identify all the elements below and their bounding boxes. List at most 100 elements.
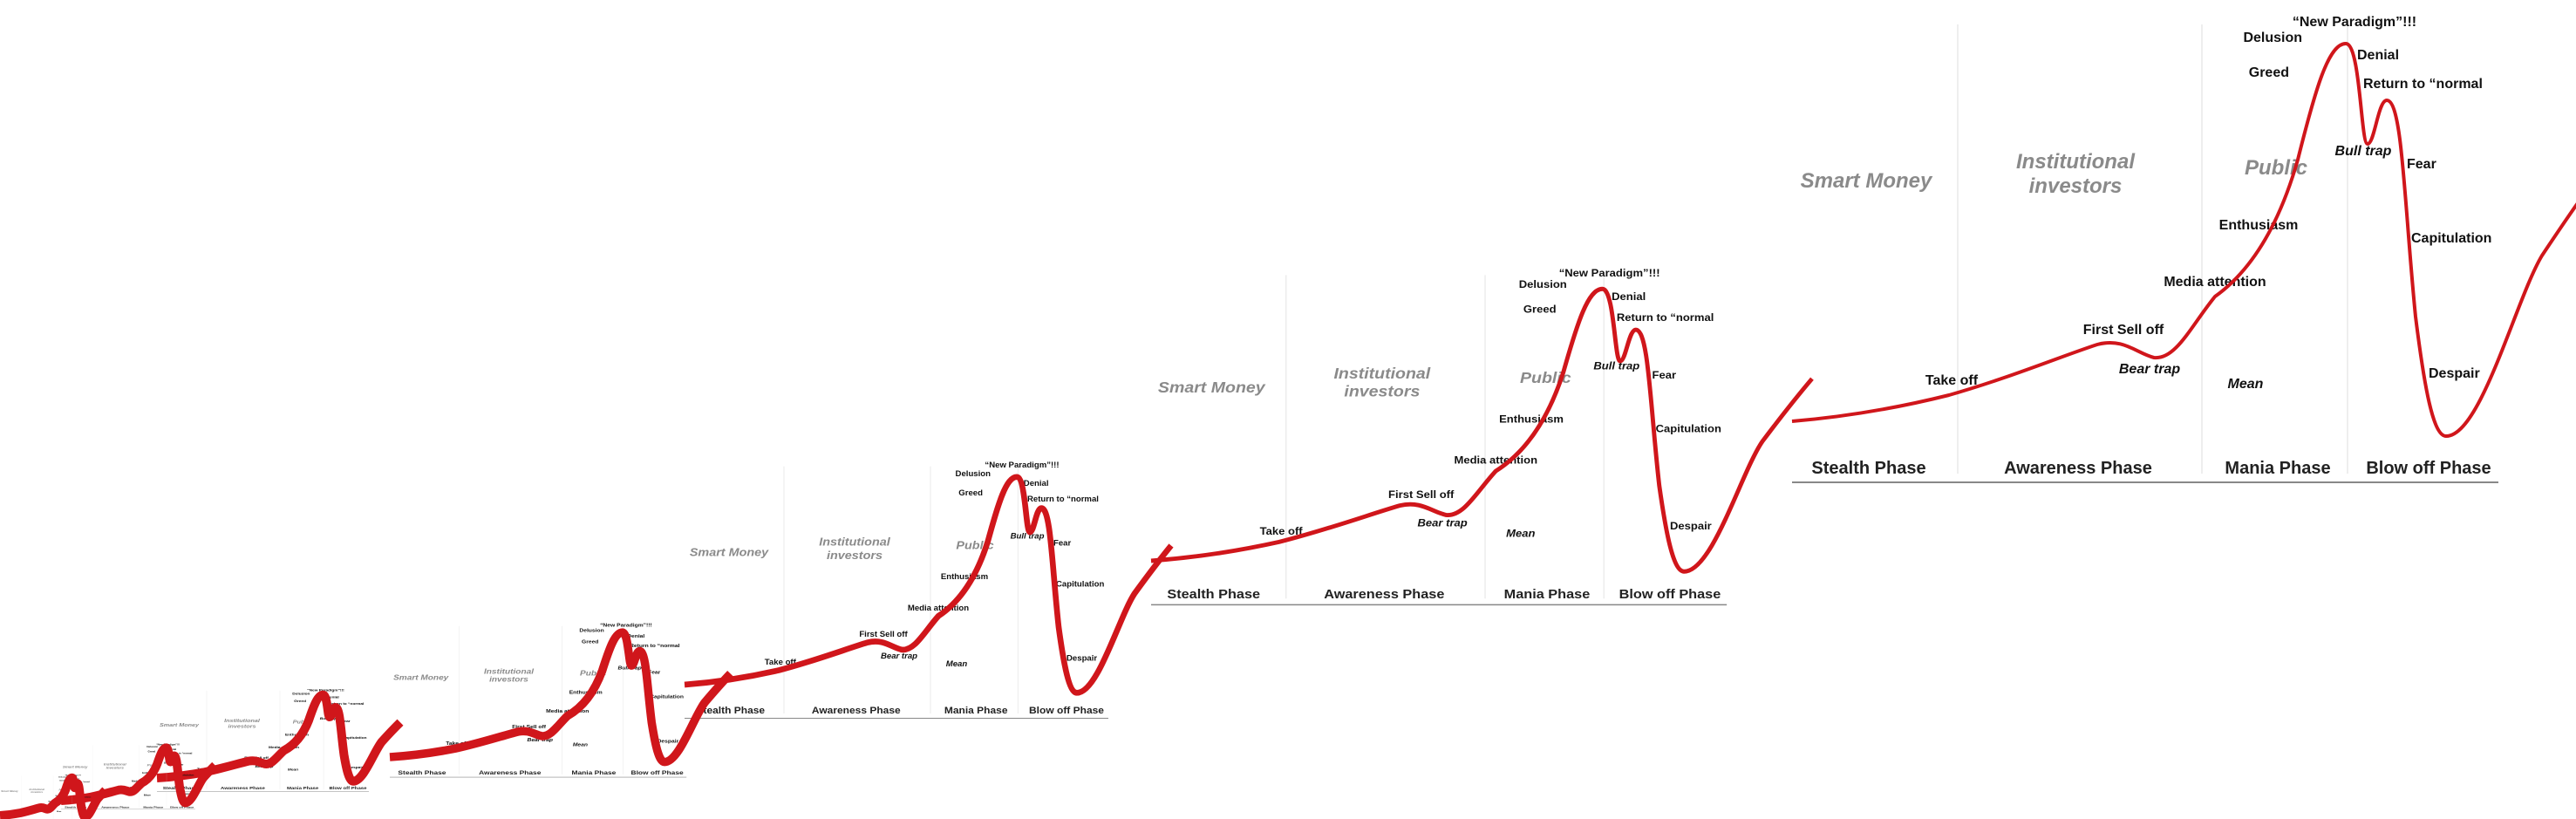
event-label: Enthusiasm [2219, 218, 2299, 233]
event-label: Return to “normal [1027, 495, 1099, 503]
actor-label: Public [293, 720, 312, 726]
actor-label: Institutional [484, 667, 535, 675]
event-label: Greed [59, 780, 65, 782]
bubble-curve [390, 632, 731, 762]
event-label: “New Paradigm”!!! [600, 624, 652, 628]
event-label: First Sell off [512, 726, 547, 730]
actor-label: investors [2029, 174, 2123, 198]
event-label: “New Paradigm”!!! [307, 688, 344, 692]
event-label: Enthusiasm [569, 691, 603, 695]
actor-label: Smart Money [1, 790, 18, 793]
event-label: Capitulation [343, 736, 367, 740]
event-label: Denial [1612, 291, 1646, 303]
actor-label: Smart Money [63, 765, 88, 768]
phase-label: Awareness Phase [101, 806, 129, 809]
event-label: “New Paradigm”!!! [985, 461, 1059, 469]
event-label: Despair [1067, 654, 1098, 663]
event-label: Mean [57, 811, 62, 813]
event-label: Greed [958, 488, 983, 497]
event-label: Despair [2429, 366, 2480, 381]
event-label: Return to “normal [74, 781, 90, 783]
event-label: Mean [573, 743, 588, 747]
phase-label: Blow off Phase [1029, 706, 1104, 715]
event-label: Capitulation [1056, 580, 1105, 589]
actor-label: Smart Money [690, 545, 770, 558]
event-label: Delusion [1519, 279, 1567, 290]
actor-label: Smart Money [393, 674, 449, 682]
event-label: “New Paradigm”!!! [1559, 268, 1660, 279]
event-label: Take off [765, 658, 797, 666]
phase-label: Mania Phase [572, 769, 617, 776]
phase-label: Awareness Phase [812, 706, 901, 715]
event-label: Greed [582, 640, 599, 645]
phase-label: Blow off Phase [170, 806, 194, 809]
actor-label: Institutional [29, 788, 44, 790]
phase-label: Blow off Phase [1619, 588, 1721, 602]
actor-label: investors [31, 790, 43, 793]
actor-label: Institutional [2016, 150, 2136, 174]
actor-label: Smart Money [1801, 169, 1933, 193]
event-label: Take off [1260, 525, 1304, 536]
event-label: Denial [2357, 48, 2399, 63]
bubble-curve [157, 695, 400, 781]
bubble-curve [61, 747, 215, 802]
event-label: Mean [946, 659, 968, 668]
phase-label: Mania Phase [1504, 588, 1591, 602]
event-label: Return to “normal [169, 752, 192, 754]
event-label: Return to “normal [1617, 312, 1714, 324]
event-label: Fear [342, 720, 351, 723]
event-label: Delusion [956, 469, 992, 478]
actor-label: investors [228, 724, 256, 729]
event-label: Enthusiasm [1499, 413, 1564, 425]
event-label: Bull trap [1011, 532, 1045, 541]
actor-label: Smart Money [160, 723, 200, 728]
bubble-curve [685, 477, 1171, 693]
event-label: Denial [627, 635, 644, 639]
event-label: Mean [144, 794, 151, 796]
phase-label: Mania Phase [2225, 459, 2330, 478]
event-label: Capitulation [2411, 231, 2491, 246]
event-label: Denial [1024, 479, 1049, 488]
event-label: Bear trap [2119, 362, 2180, 377]
event-label: Despair [1670, 521, 1712, 532]
event-label: Greed [2249, 65, 2289, 80]
phase-label: Mania Phase [287, 787, 318, 791]
event-label: Capitulation [1656, 423, 1721, 434]
event-label: “New Paradigm”!!! [2293, 15, 2416, 30]
actor-label: Institutional [1334, 365, 1432, 382]
phase-label: Awareness Phase [1324, 588, 1445, 602]
event-label: Greed [148, 750, 156, 753]
event-label: Despair [182, 792, 192, 795]
actor-label: investors [489, 676, 528, 684]
event-label: Return to “normal [329, 702, 365, 706]
event-label: Delusion [292, 692, 310, 695]
event-label: Delusion [579, 629, 604, 633]
phase-label: Awareness Phase [2004, 459, 2152, 478]
phase-chart: Stealth Phase Awareness Phase Mania Phase B… [1792, 15, 2576, 483]
event-label: Greed [294, 700, 306, 703]
event-label: Take off [1925, 373, 1979, 388]
event-label: Denial [326, 695, 338, 699]
event-label: Mean [288, 768, 299, 771]
event-label: Capitulation [80, 796, 92, 799]
phase-label: Blow off Phase [330, 787, 367, 791]
phase-label: Stealth Phase [1811, 459, 1925, 478]
event-label: Return to “normal [2363, 77, 2483, 92]
event-label: Mean [2228, 377, 2264, 392]
event-label: First Sell off [859, 630, 908, 638]
event-label: Fear [1053, 539, 1072, 548]
event-label: Delusion [2243, 31, 2302, 45]
phase-label: Stealth Phase [696, 706, 765, 715]
event-label: Media attention [2164, 275, 2266, 290]
phase-label: Blow off Phase [2366, 459, 2491, 478]
event-label: Enthusiasm [941, 572, 988, 581]
event-label: Despair [348, 766, 364, 769]
actor-label: Institutional [224, 719, 260, 724]
bubble-curve [0, 778, 106, 817]
event-label: Capitulation [179, 774, 194, 776]
